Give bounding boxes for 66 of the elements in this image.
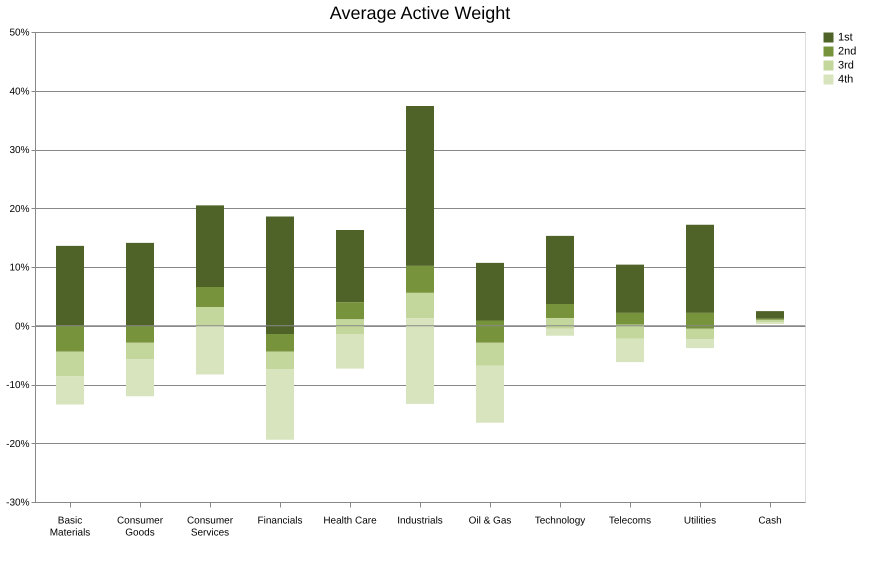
bar — [546, 236, 574, 304]
bar — [266, 352, 294, 370]
bar — [686, 312, 714, 329]
y-tick-label: -10% — [6, 380, 30, 391]
legend-label: 3rd — [838, 60, 854, 72]
y-tick-label: -30% — [6, 498, 30, 508]
x-tick-label: Health Care — [323, 516, 378, 526]
x-tick-label: Technology — [534, 516, 586, 526]
bar — [266, 216, 294, 334]
y-tick-label: 30% — [9, 145, 30, 156]
bar — [126, 242, 154, 326]
y-tick-label: 50% — [9, 28, 30, 38]
bar — [196, 326, 224, 375]
bar — [126, 342, 154, 360]
legend-label: 1st — [838, 32, 853, 44]
bar — [476, 366, 504, 423]
x-tick-label: Industrials — [397, 516, 443, 526]
y-tick-label: 20% — [9, 204, 30, 215]
x-tick-label: Cash — [758, 516, 782, 526]
legend-label: 4th — [838, 74, 854, 86]
legend-label: 2nd — [838, 46, 856, 58]
x-tick-label: Consumer Services — [186, 516, 234, 538]
bar — [406, 106, 434, 266]
bar — [56, 352, 84, 376]
bar — [266, 369, 294, 440]
bar — [686, 224, 714, 313]
bar — [476, 342, 504, 366]
bar — [546, 304, 574, 318]
bar — [476, 320, 504, 343]
y-tick-label: 40% — [9, 86, 30, 98]
bar — [56, 326, 84, 352]
bar — [266, 334, 294, 352]
bar — [686, 339, 714, 348]
bar — [616, 338, 644, 362]
x-tick-label: Consumer Goods — [116, 516, 164, 538]
bar — [336, 230, 364, 302]
bar — [546, 328, 574, 336]
bar — [406, 318, 434, 404]
bar — [56, 376, 84, 404]
bar — [616, 324, 644, 339]
bar — [336, 319, 364, 334]
y-tick-label: 0% — [15, 321, 30, 332]
bar — [56, 246, 84, 326]
bar — [406, 292, 434, 318]
bar — [756, 311, 784, 319]
x-tick-label: Oil & Gas — [468, 516, 512, 526]
bar — [196, 205, 224, 287]
bar — [336, 302, 364, 320]
bar — [546, 318, 574, 329]
bar — [196, 306, 224, 326]
chart-title: Average Active Weight — [330, 3, 510, 23]
y-tick-label: -20% — [6, 438, 30, 450]
bar — [686, 328, 714, 340]
x-tick-label: Basic Materials — [50, 516, 90, 538]
bar — [126, 359, 154, 396]
x-tick-label: Utilities — [684, 516, 716, 526]
bar — [616, 312, 644, 325]
x-tick-label: Financials — [257, 516, 303, 526]
y-tick-label: 10% — [9, 262, 30, 274]
bar — [406, 266, 434, 293]
bar — [476, 262, 504, 320]
bar — [336, 334, 364, 369]
x-tick-label: Telecoms — [608, 516, 652, 526]
bar — [196, 286, 224, 307]
bar — [616, 264, 644, 313]
bar — [126, 326, 154, 343]
